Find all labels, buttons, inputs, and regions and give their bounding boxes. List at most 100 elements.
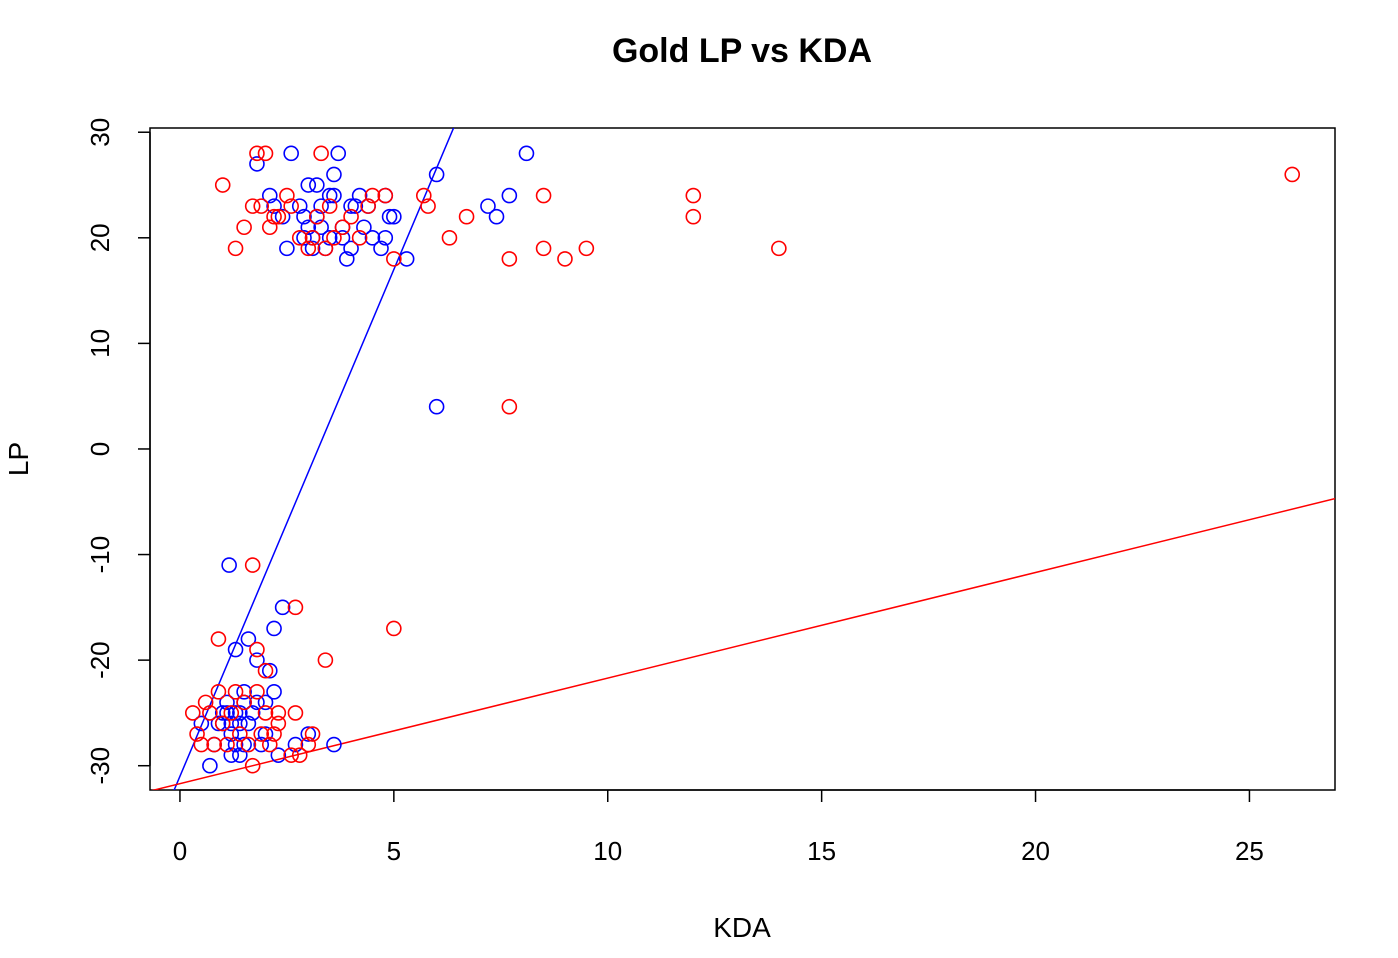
data-point bbox=[347, 198, 364, 214]
data-point bbox=[202, 757, 218, 774]
data-point bbox=[249, 694, 265, 711]
data-point bbox=[296, 208, 312, 225]
data-point bbox=[501, 398, 518, 415]
data-point bbox=[227, 641, 244, 658]
data-point bbox=[274, 599, 291, 616]
data-point bbox=[223, 705, 240, 721]
trend-line bbox=[151, 497, 1335, 790]
data-point bbox=[291, 198, 308, 214]
data-point bbox=[428, 166, 445, 183]
data-point bbox=[309, 208, 325, 225]
data-point bbox=[249, 684, 265, 700]
data-point bbox=[266, 684, 282, 700]
data-point bbox=[232, 726, 248, 742]
data-point bbox=[343, 208, 359, 225]
data-point bbox=[249, 641, 265, 658]
x-axis: 0 5 10 15 20 25 bbox=[173, 789, 1264, 866]
data-point bbox=[518, 145, 535, 162]
trend-lines bbox=[151, 128, 1335, 790]
data-point bbox=[283, 198, 299, 214]
data-point bbox=[415, 187, 432, 204]
x-tick-label: 5 bbox=[387, 836, 401, 866]
data-point bbox=[343, 198, 359, 214]
x-tick-label: 0 bbox=[173, 836, 187, 866]
y-tick-label: 20 bbox=[85, 223, 115, 252]
data-point bbox=[270, 705, 287, 721]
data-point bbox=[685, 187, 702, 204]
data-point bbox=[296, 230, 312, 246]
data-point bbox=[381, 208, 398, 225]
y-axis-label: LP bbox=[3, 442, 34, 476]
data-point bbox=[244, 705, 261, 721]
data-point bbox=[244, 557, 261, 573]
data-point bbox=[338, 251, 355, 267]
data-point bbox=[304, 240, 321, 257]
data-point bbox=[219, 736, 235, 753]
data-point bbox=[257, 705, 274, 721]
data-point bbox=[253, 736, 270, 753]
data-point bbox=[189, 726, 205, 742]
data-point bbox=[488, 208, 505, 225]
data-point bbox=[326, 736, 342, 753]
data-point bbox=[351, 187, 368, 204]
data-point bbox=[377, 230, 394, 246]
data-point bbox=[377, 187, 394, 204]
data-point bbox=[193, 736, 210, 753]
data-point bbox=[261, 662, 278, 679]
data-point bbox=[386, 620, 402, 637]
data-point bbox=[261, 219, 278, 236]
data-point bbox=[197, 694, 214, 711]
data-point bbox=[257, 662, 274, 679]
data-point bbox=[266, 198, 282, 214]
data-point bbox=[221, 557, 237, 573]
data-point bbox=[227, 705, 244, 721]
data-point bbox=[313, 145, 329, 162]
data-point bbox=[210, 631, 227, 647]
x-tick-label: 15 bbox=[807, 836, 836, 866]
data-point bbox=[300, 219, 317, 236]
y-tick-label: -20 bbox=[85, 641, 115, 679]
data-point bbox=[386, 251, 402, 267]
data-point bbox=[364, 187, 381, 204]
data-point bbox=[210, 715, 227, 732]
data-point bbox=[223, 747, 240, 763]
data-point bbox=[257, 145, 274, 162]
data-point bbox=[535, 240, 552, 257]
data-point bbox=[300, 177, 317, 193]
data-point bbox=[261, 187, 278, 204]
data-point bbox=[214, 715, 231, 732]
data-point bbox=[249, 156, 265, 172]
data-point bbox=[266, 620, 282, 637]
data-point bbox=[193, 715, 210, 732]
data-point bbox=[214, 705, 231, 721]
data-point bbox=[202, 705, 218, 721]
data-point bbox=[441, 230, 458, 246]
data-point bbox=[360, 198, 376, 214]
data-point bbox=[236, 219, 252, 236]
data-point bbox=[240, 631, 257, 647]
data-point bbox=[334, 230, 351, 246]
data-point bbox=[330, 145, 347, 162]
data-point bbox=[321, 230, 338, 246]
data-point bbox=[257, 694, 274, 711]
data-point bbox=[283, 747, 299, 763]
data-point bbox=[317, 652, 334, 668]
data-point bbox=[227, 736, 244, 753]
data-point bbox=[236, 736, 252, 753]
data-point bbox=[317, 240, 334, 257]
data-point bbox=[184, 705, 201, 721]
data-point bbox=[458, 208, 475, 225]
data-point bbox=[501, 187, 518, 204]
data-point bbox=[771, 240, 787, 257]
trend-line bbox=[173, 128, 455, 790]
data-point bbox=[480, 198, 496, 214]
data-point bbox=[557, 251, 573, 267]
y-axis: -30 -20 -10 0 10 20 30 bbox=[85, 118, 151, 785]
data-point bbox=[244, 757, 261, 774]
data-point bbox=[206, 736, 222, 753]
data-point bbox=[240, 715, 257, 732]
data-point bbox=[287, 736, 304, 753]
data-point bbox=[257, 726, 274, 742]
data-point bbox=[364, 230, 381, 246]
